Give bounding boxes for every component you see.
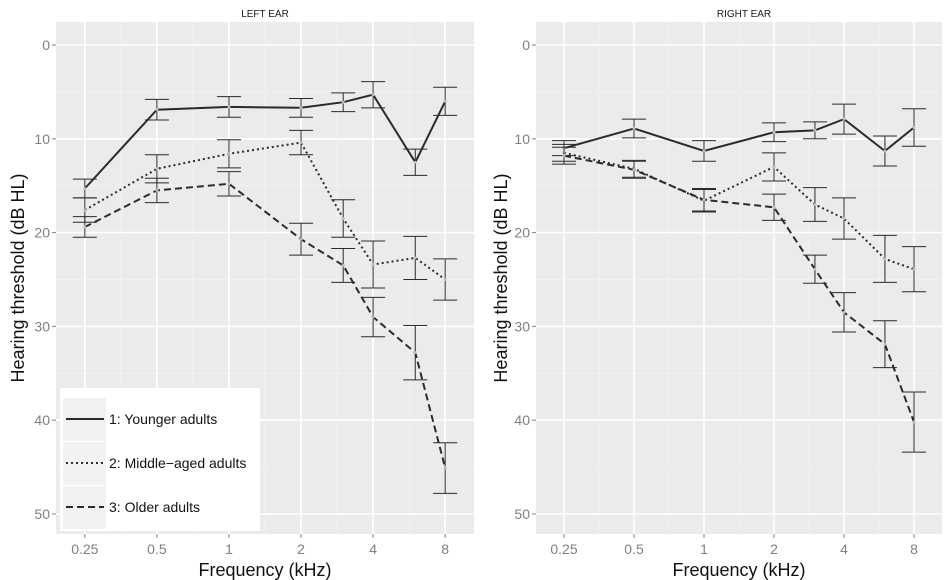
data-point: [155, 167, 159, 171]
data-point: [813, 267, 817, 271]
data-point: [883, 257, 887, 261]
y-axis-label: Hearing threshold (dB HL): [8, 173, 28, 382]
data-point: [413, 160, 417, 164]
series-line: [84, 93, 447, 190]
y-tick-label: 10: [514, 131, 530, 147]
series-3: [72, 171, 458, 494]
x-tick-label: 2: [770, 541, 778, 557]
data-point: [912, 126, 916, 130]
data-point: [227, 182, 231, 186]
x-axis-label: Frequency (kHz): [672, 560, 805, 580]
data-point: [813, 128, 817, 132]
data-point: [341, 263, 345, 267]
data-point: [632, 168, 636, 172]
series-line: [84, 141, 446, 281]
x-tick-label: 0.5: [147, 541, 167, 557]
y-tick-label: 30: [34, 318, 50, 334]
y-tick-label: 40: [34, 412, 50, 428]
series-2: [72, 129, 458, 301]
data-point: [562, 154, 566, 158]
data-point: [413, 351, 417, 355]
data-point: [155, 108, 159, 112]
data-point: [155, 188, 159, 192]
data-point: [842, 217, 846, 221]
data-point: [341, 100, 345, 104]
x-tick-label: 4: [369, 541, 377, 557]
data-point: [83, 208, 87, 212]
panel-title: LEFT EAR: [241, 9, 289, 20]
y-tick-label: 0: [522, 37, 530, 53]
data-point: [299, 141, 303, 145]
legend-label: 3: Older adults: [109, 499, 200, 515]
y-tick-label: 10: [34, 131, 50, 147]
x-tick-label: 0.25: [71, 541, 98, 557]
legend-key: [63, 442, 106, 485]
data-point: [772, 165, 776, 169]
data-point: [83, 187, 87, 191]
y-tick-label: 50: [514, 506, 530, 522]
x-tick-label: 1: [225, 541, 233, 557]
data-point: [443, 278, 447, 281]
panel-right-ear: RIGHT EAR 0 10 20 30 40 50 0.25 0.5 1 2 4 8 Frequency…: [491, 9, 942, 580]
legend-label: 2: Middle−aged adults: [109, 455, 246, 471]
data-point: [227, 105, 231, 109]
x-tick-label: 8: [441, 541, 449, 557]
x-tick-label: 2: [297, 541, 305, 557]
data-point: [772, 205, 776, 209]
x-tick-label: 8: [910, 541, 918, 557]
series-1: [72, 81, 458, 199]
data-point: [371, 315, 375, 319]
data-point: [83, 225, 87, 229]
series-line: [563, 117, 915, 153]
y-tick-label: 20: [34, 225, 50, 241]
y-tick-label: 30: [514, 318, 530, 334]
data-point: [883, 342, 887, 346]
x-tick-label: 1: [700, 541, 708, 557]
data-point: [702, 198, 706, 202]
data-point: [299, 237, 303, 241]
series-line: [84, 182, 447, 469]
data-point: [227, 152, 231, 156]
data-point: [443, 99, 447, 103]
data-point: [371, 93, 375, 97]
legend: 1: Younger adults 2: Middle−aged adults 3:…: [60, 388, 260, 531]
series-1: [552, 103, 926, 167]
data-point: [842, 117, 846, 121]
data-point: [413, 256, 417, 260]
data-point: [883, 149, 887, 153]
series-line: [563, 154, 915, 423]
y-tick-label: 0: [42, 37, 50, 53]
data-point: [912, 267, 916, 271]
data-point: [371, 262, 375, 266]
x-tick-label: 0.5: [624, 541, 644, 557]
data-point: [632, 126, 636, 130]
data-point: [912, 420, 916, 424]
y-tick-label: 50: [34, 506, 50, 522]
data-point: [299, 106, 303, 110]
y-tick-label: 40: [514, 412, 530, 428]
data-point: [702, 149, 706, 153]
legend-label: 1: Younger adults: [109, 411, 217, 427]
data-point: [772, 130, 776, 134]
data-point: [842, 310, 846, 314]
x-axis-label: Frequency (kHz): [198, 560, 331, 580]
y-tick-label: 20: [514, 225, 530, 241]
panel-title: RIGHT EAR: [717, 9, 771, 20]
data-point: [813, 202, 817, 206]
series-3: [552, 146, 926, 453]
data-point: [443, 466, 447, 470]
x-tick-label: 0.25: [550, 541, 577, 557]
x-tick-label: 4: [840, 541, 848, 557]
y-axis-label: Hearing threshold (dB HL): [491, 173, 511, 382]
data-point: [341, 217, 345, 221]
